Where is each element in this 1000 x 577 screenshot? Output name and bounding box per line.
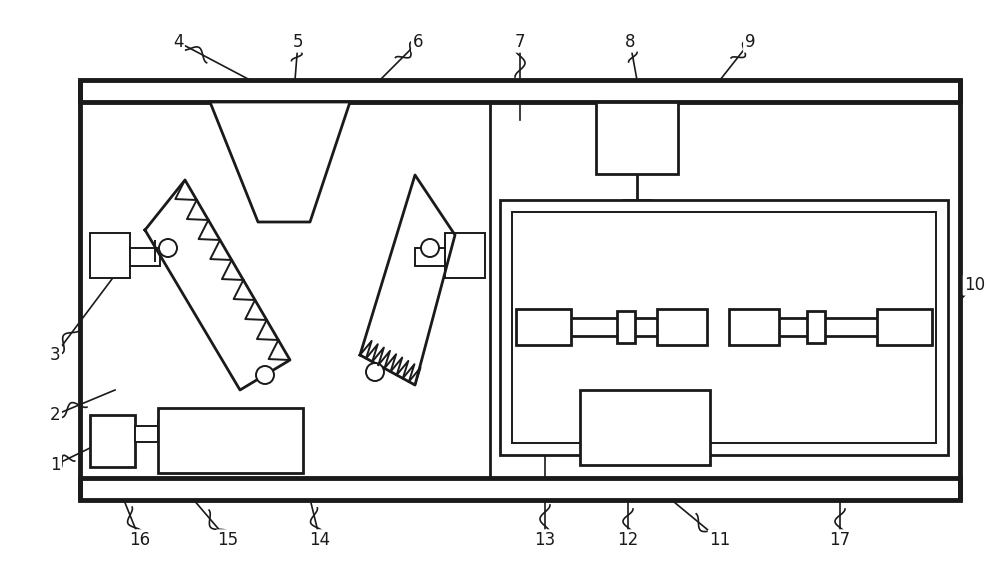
Circle shape: [256, 366, 274, 384]
Circle shape: [366, 363, 384, 381]
Bar: [158, 408, 303, 473]
Text: 12: 12: [617, 531, 639, 549]
Bar: [807, 311, 825, 343]
Circle shape: [421, 239, 439, 257]
Text: 10: 10: [964, 276, 986, 294]
Bar: [80, 80, 960, 102]
Text: 14: 14: [309, 531, 331, 549]
Text: 15: 15: [217, 531, 239, 549]
Text: 6: 6: [413, 33, 423, 51]
Text: 4: 4: [173, 33, 183, 51]
Bar: [580, 390, 710, 465]
Bar: [415, 248, 445, 266]
Text: 9: 9: [745, 33, 755, 51]
Bar: [90, 233, 130, 278]
Text: 13: 13: [534, 531, 556, 549]
Bar: [90, 415, 135, 467]
Bar: [617, 311, 635, 343]
Circle shape: [159, 239, 177, 257]
Bar: [596, 102, 678, 174]
Bar: [130, 248, 160, 266]
Polygon shape: [145, 180, 290, 390]
Text: 8: 8: [625, 33, 635, 51]
Text: 17: 17: [829, 531, 851, 549]
Text: 7: 7: [515, 33, 525, 51]
Bar: [516, 309, 571, 345]
Bar: [657, 309, 707, 345]
Polygon shape: [360, 175, 455, 385]
Bar: [877, 309, 932, 345]
Bar: [500, 200, 948, 455]
Text: 16: 16: [129, 531, 151, 549]
Polygon shape: [210, 102, 350, 222]
Bar: [80, 478, 960, 500]
Text: 11: 11: [709, 531, 731, 549]
Bar: [445, 233, 485, 278]
Text: 5: 5: [293, 33, 303, 51]
Bar: [729, 309, 779, 345]
Text: 3: 3: [50, 346, 60, 364]
Text: 2: 2: [50, 406, 60, 424]
Bar: [135, 426, 163, 442]
Bar: [512, 212, 936, 443]
Text: 1: 1: [50, 456, 60, 474]
